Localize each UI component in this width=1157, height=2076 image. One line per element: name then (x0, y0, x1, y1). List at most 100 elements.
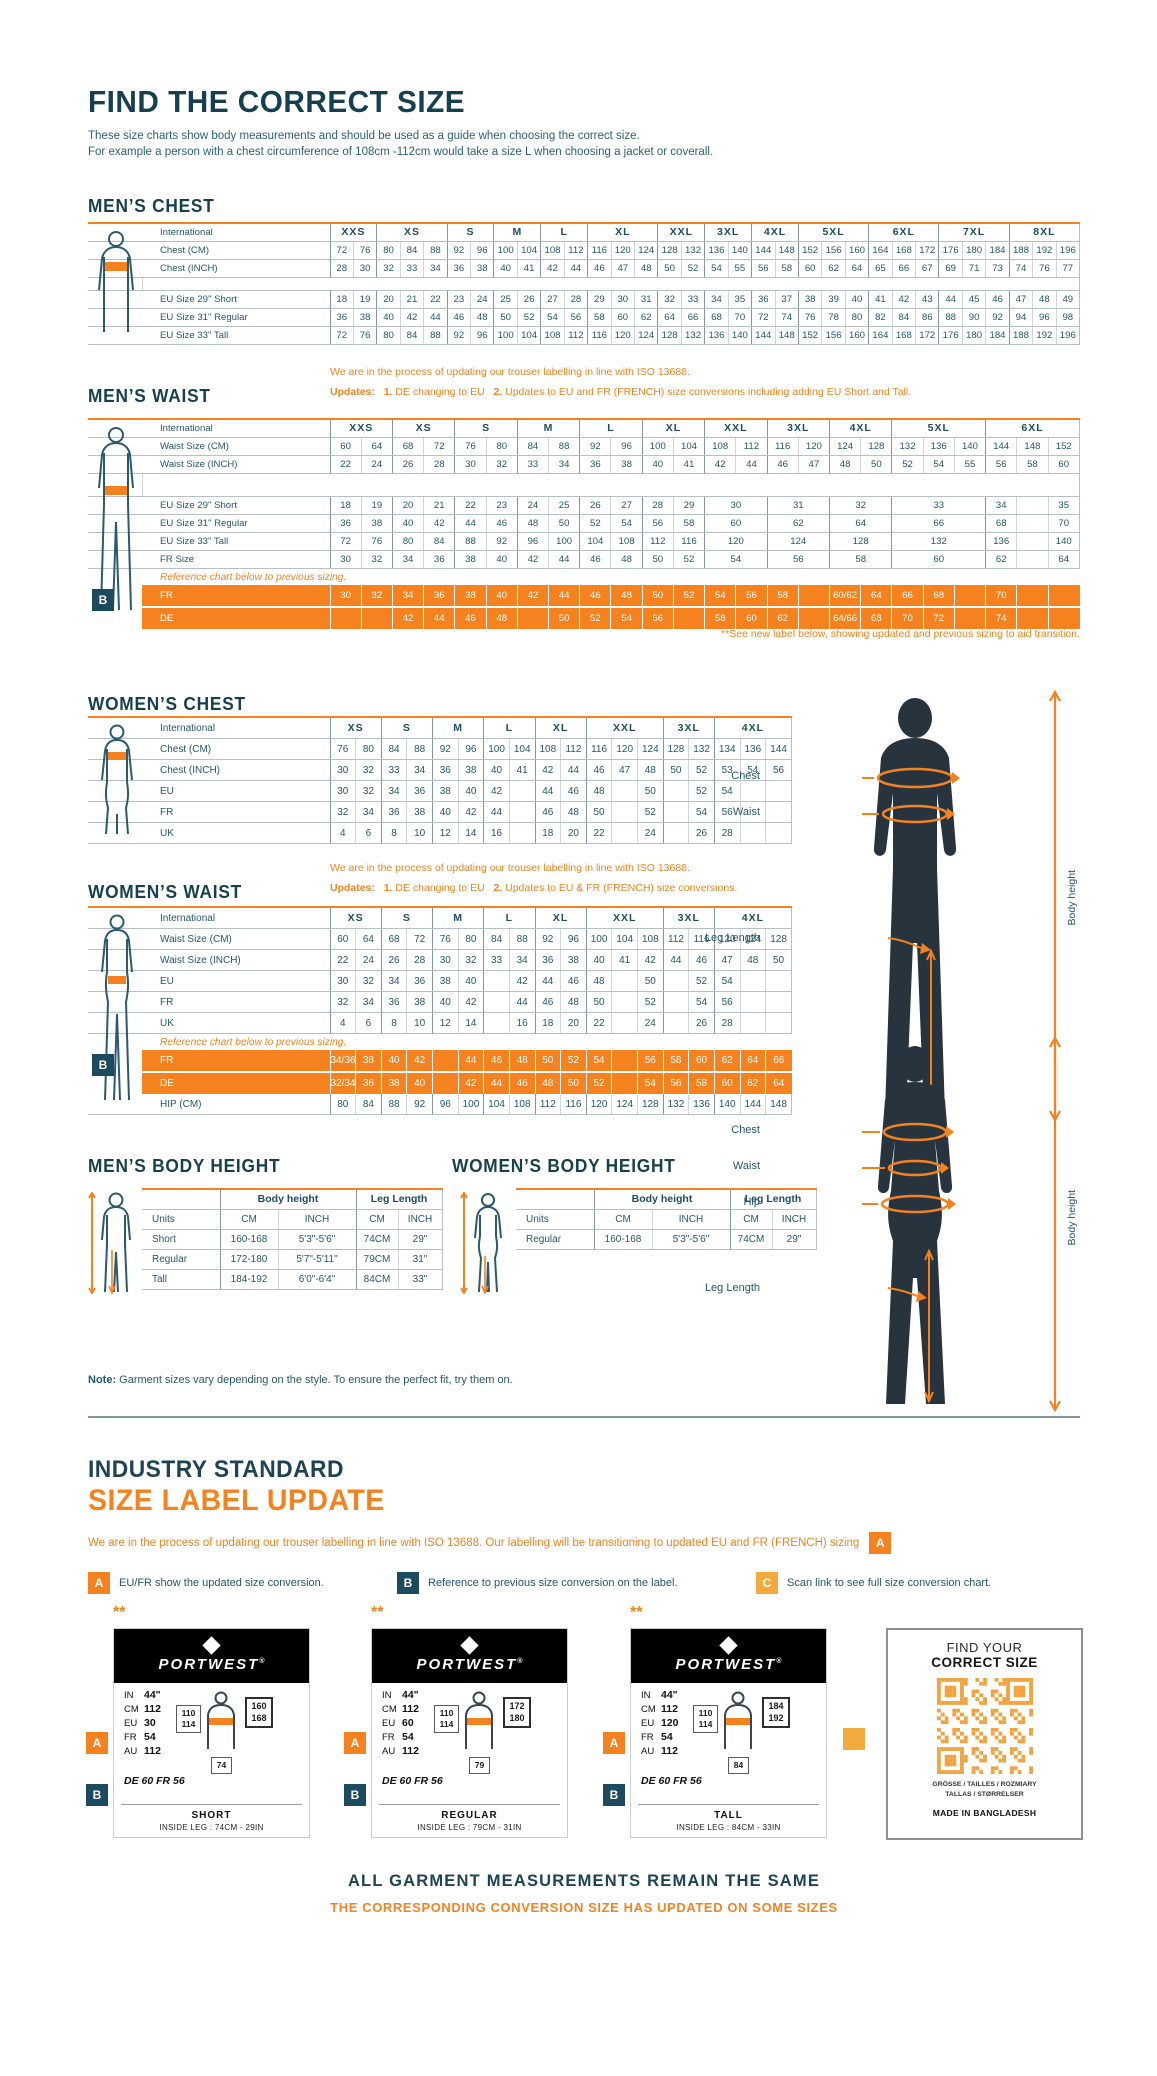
woman-body-height-label: Body height (1066, 1190, 1078, 1246)
column-group-header: 3XL (704, 223, 752, 242)
table-cell: 34 (380, 780, 407, 802)
column-group-header: S (380, 717, 433, 739)
table-cell: 72 (329, 532, 362, 551)
table-cell: 116 (766, 437, 799, 456)
table-cell: 44 (508, 991, 535, 1013)
size-system: EU (641, 1718, 655, 1729)
table-cell: 32 (355, 970, 382, 992)
table-row: EU Size 33" Tall 72 76 80 84 88 92 96 100 104 108 1… (88, 326, 1081, 345)
table-cell: 58 (587, 308, 612, 327)
table-cell: 36 (406, 970, 433, 992)
table-cell: 112 (534, 1094, 561, 1115)
table-cell: 40 (376, 308, 401, 327)
table-cell: 176 (938, 241, 963, 260)
table-cell: 71 (961, 259, 986, 278)
table-cell: 12 (432, 1012, 459, 1034)
table-cell: 56 (751, 259, 776, 278)
table-cell: 22 (454, 496, 487, 515)
table-cell (765, 780, 792, 802)
legend-item-a: A EU/FR show the updated size conversion. (88, 1572, 324, 1594)
table-row: Tall 184-192 6'0"-6'4" 84CM 33" (142, 1269, 443, 1290)
label-size-row: AU 112 (382, 1744, 419, 1758)
table-cell: 22 (423, 290, 448, 309)
table-cell: 144 (985, 437, 1017, 456)
table-cell (662, 1012, 689, 1034)
row-label: EU Size 33" Tall (142, 532, 330, 551)
table-header-row: International XS S M L XL XXL 3XL 4XL (88, 907, 793, 929)
badge-c: C (756, 1572, 778, 1594)
column-group-header: 7XL (938, 223, 1010, 242)
label-size-row: FR 54 (382, 1730, 419, 1744)
table-row: FR 34/36 38 40 42 44 46 48 50 52 54 56 58 60 62 64 66 (88, 1050, 792, 1073)
table-cell: 72 (329, 326, 354, 345)
table-cell (953, 607, 986, 629)
table-cell (1047, 607, 1080, 629)
table-cell (1016, 607, 1049, 629)
table-cell: 80 (329, 1094, 356, 1115)
body-height-table: Body height Leg Length Units CM INCH CM INCH Re… (516, 1188, 817, 1250)
table-cell: 44 (563, 259, 588, 278)
column-group-header: 4XL (751, 223, 799, 242)
table-cell: 76 (1032, 259, 1057, 278)
table-cell: 46 (534, 991, 561, 1013)
table-cell: 55 (727, 259, 752, 278)
size-value: 54 (144, 1731, 156, 1743)
table-cell: 42 (457, 991, 484, 1013)
table-cell: 188 (1008, 241, 1033, 260)
table-cell: 8 (380, 822, 407, 844)
update-2-text: Updates to EU and FR (FRENCH) size conve… (502, 386, 912, 398)
mens-waist-table: International XXS XS S M L XL XXL 3XL 4XL 5XL 6XL Wa… (88, 418, 1081, 629)
table-cell: 60 (688, 1050, 715, 1073)
update-paragraph-text: We are in the process of updating our tr… (88, 1537, 860, 1549)
row-label: Tall (142, 1269, 220, 1290)
column-group-header: XL (534, 717, 587, 739)
table-cell: 84 (399, 241, 424, 260)
table-cell: 48 (560, 991, 587, 1013)
table-cell: 72 (406, 928, 433, 950)
table-cell: 40 (406, 1072, 433, 1094)
table-cell: 62 (633, 308, 658, 327)
womens-chest-table: International XS S M L XL XXL 3XL 4XL Chest (CM) 7… (88, 716, 793, 844)
table-cell: 72 (751, 308, 776, 327)
table-row: Waist Size (CM) 60 64 68 72 76 80 84 88 92 96 100 10… (88, 928, 792, 950)
table-row: Waist Size (INCH) 22 24 26 28 30 32 33 34 36 38 40 4… (88, 455, 1081, 474)
column-group-header: 5XL (797, 223, 869, 242)
label-size-row: EU 30 (124, 1716, 161, 1730)
table-cell: 92 (985, 308, 1010, 327)
hip-size-box: 110 114 (176, 1705, 201, 1734)
table-cell: 96 (470, 241, 494, 260)
table-cell: 28 (406, 949, 433, 971)
table-cell: 38 (380, 1072, 407, 1094)
table-cell: 148 (765, 1094, 792, 1115)
updates-label: Updates: (330, 386, 375, 398)
table-cell: 28 (563, 290, 588, 309)
table-cell: 116 (587, 326, 612, 345)
badge-a-card: A (86, 1732, 108, 1754)
table-cell: 80 (844, 308, 869, 327)
table-cell: 132 (680, 241, 705, 260)
table-cell (611, 970, 638, 992)
row-label: Waist Size (INCH) (142, 949, 330, 971)
table-cell: 36 (329, 514, 362, 533)
table-cell: 94 (1008, 308, 1033, 327)
table-cell: 176 (938, 326, 963, 345)
update-paragraph: We are in the process of updating our tr… (88, 1532, 892, 1554)
body-height-header: Body height (593, 1189, 731, 1210)
label-footer: REGULAR INSIDE LEG : 79CM - 31IN (379, 1804, 560, 1832)
size-label-card: ** PORTWEST® IN 44" CM 112 EU 30 FR 54 AU 112 110 114… (113, 1604, 310, 1838)
size-system: FR (124, 1732, 137, 1743)
inside-leg-text: INSIDE LEG : 79CM - 31IN (417, 1823, 522, 1832)
table-row: EU Size 29" Short 18 19 20 21 22 23 24 25 26 27 28 2… (88, 496, 1081, 515)
table-cell: 116 (587, 241, 612, 260)
table-cell: 80 (376, 326, 401, 345)
table-cell: 8 (380, 1012, 407, 1034)
table-cell: 90 (961, 308, 986, 327)
row-label: Chest (CM) (142, 241, 330, 260)
table-cell: 48 (637, 759, 664, 781)
table-cell: 60 (713, 1072, 740, 1094)
table-cell: 44 (454, 514, 487, 533)
column-group-header: 8XL (1008, 223, 1081, 242)
inside-leg-text: INSIDE LEG : 84CM - 33IN (676, 1823, 781, 1832)
brand-name: PORTWEST® (416, 1656, 523, 1673)
table-cell: 29 (672, 496, 705, 515)
